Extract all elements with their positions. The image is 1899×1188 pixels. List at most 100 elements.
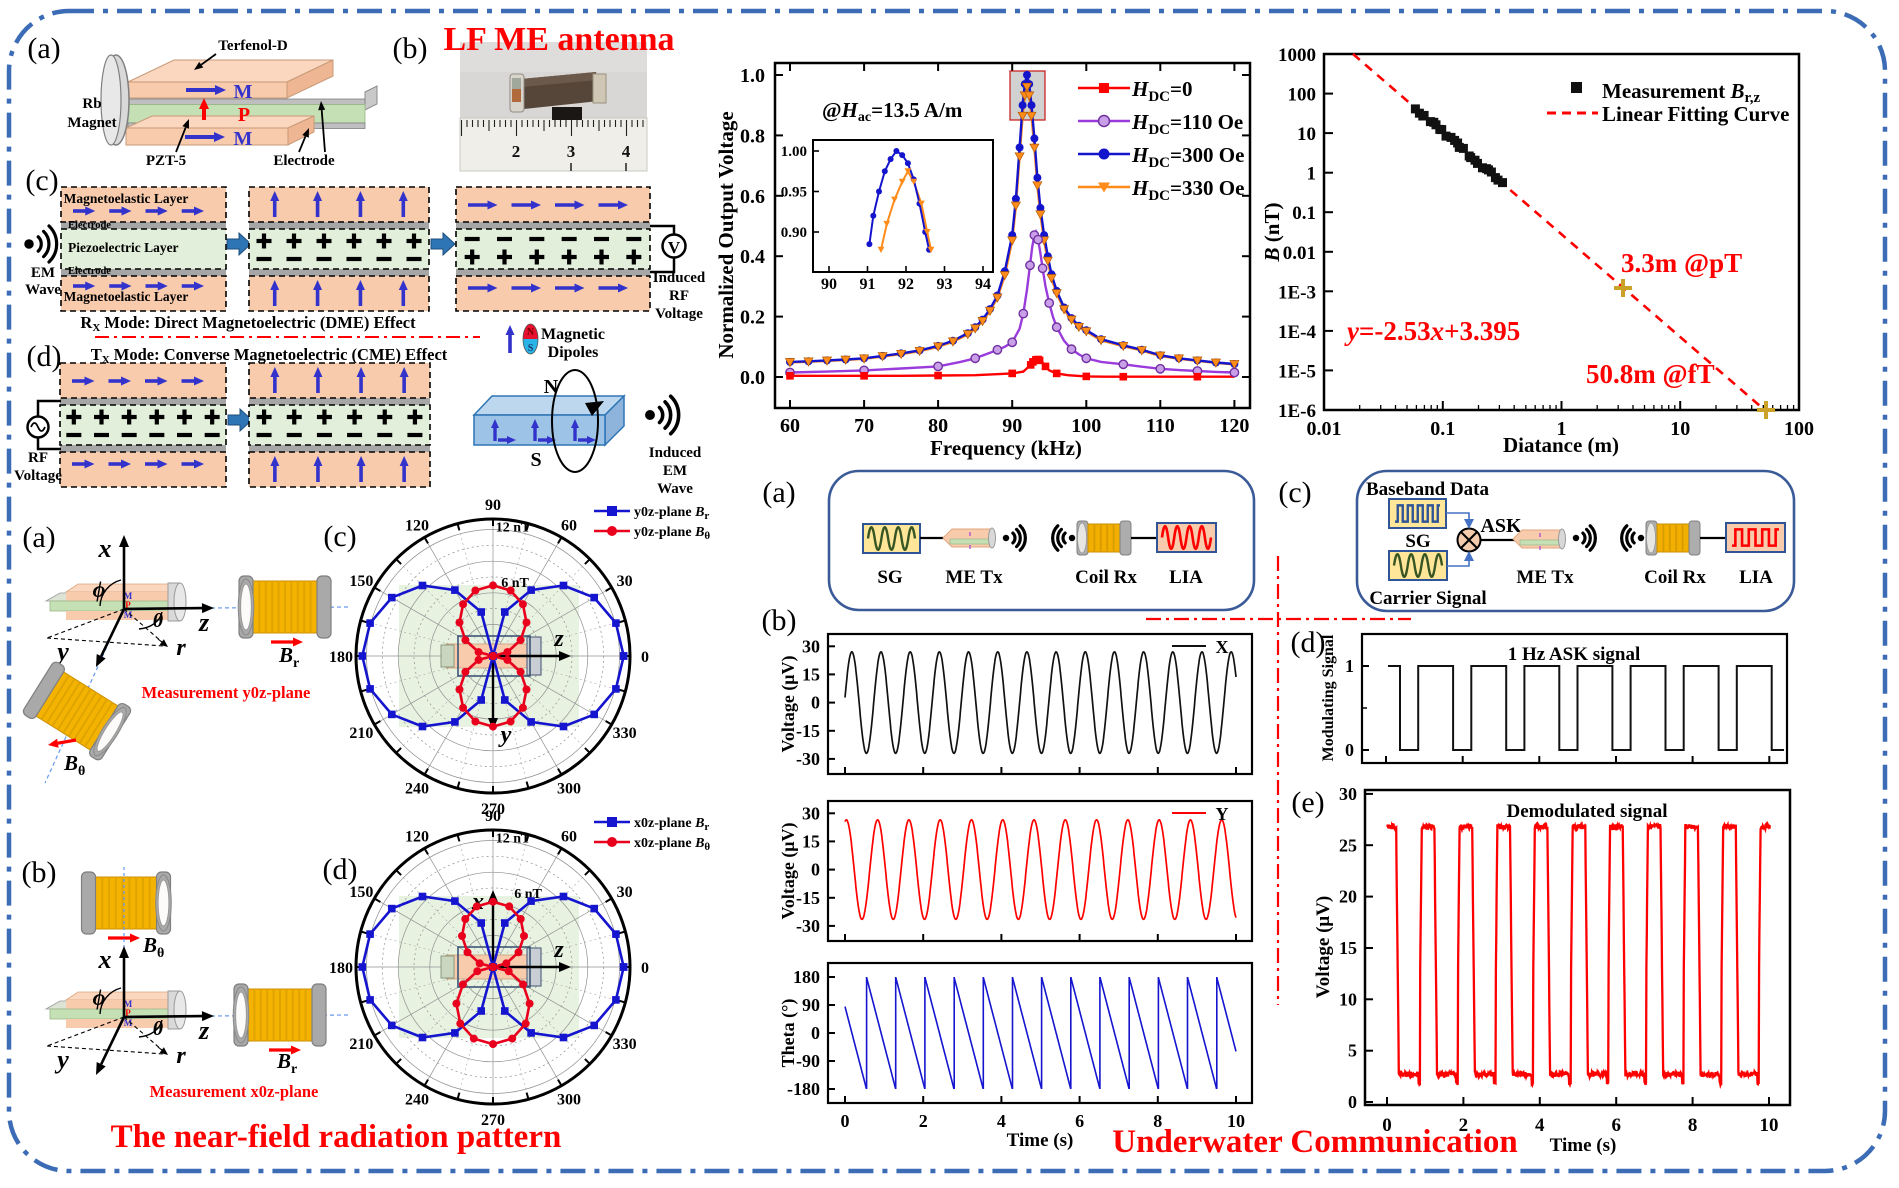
svg-text:Voltage (μV): Voltage (μV)	[778, 655, 799, 752]
svg-text:330: 330	[613, 1036, 637, 1053]
svg-text:0: 0	[641, 960, 649, 977]
svg-text:91: 91	[860, 276, 876, 293]
svg-text:6 nT: 6 nT	[501, 576, 529, 591]
svg-text:Measurement Br,z: Measurement Br,z	[1602, 79, 1761, 106]
svg-text:y: y	[54, 1045, 69, 1074]
svg-text:HDC=330 Oe: HDC=330 Oe	[1131, 176, 1244, 204]
svg-text:30: 30	[1339, 784, 1357, 804]
svg-text:0.95: 0.95	[781, 185, 807, 201]
svg-text:ϕ: ϕ	[93, 577, 106, 602]
svg-text:HDC=110 Oe: HDC=110 Oe	[1131, 110, 1243, 138]
svg-text:12 nT: 12 nT	[496, 521, 531, 536]
svg-text:270: 270	[481, 1112, 505, 1129]
svg-text:10: 10	[1227, 1111, 1245, 1131]
svg-text:M: M	[124, 610, 133, 620]
svg-text:8: 8	[1688, 1115, 1698, 1136]
svg-text:2: 2	[919, 1111, 928, 1131]
svg-text:1E-5: 1E-5	[1278, 361, 1316, 382]
svg-text:(c): (c)	[323, 520, 356, 553]
svg-text:210: 210	[349, 1036, 373, 1053]
svg-text:Magnet: Magnet	[67, 115, 116, 131]
svg-text:Br: Br	[278, 643, 299, 671]
svg-text:(c): (c)	[25, 164, 58, 197]
svg-text:TX Mode: Converse Magnetoelect: TX Mode: Converse Magnetoelectric (CME) …	[91, 345, 448, 366]
svg-text:Time (s): Time (s)	[1550, 1135, 1617, 1156]
svg-text:50.8m @fT: 50.8m @fT	[1586, 359, 1715, 389]
svg-text:Voltage: Voltage	[14, 468, 62, 484]
svg-text:0.2: 0.2	[740, 307, 765, 329]
svg-text:Induced: Induced	[653, 270, 706, 286]
svg-text:1: 1	[1557, 418, 1567, 440]
svg-text:N: N	[544, 376, 559, 398]
svg-text:0: 0	[811, 1023, 820, 1043]
svg-text:4: 4	[997, 1111, 1006, 1131]
svg-text:0.1: 0.1	[1292, 203, 1316, 224]
svg-text:x0z-plane Bθ: x0z-plane Bθ	[634, 836, 710, 853]
svg-text:M: M	[124, 999, 133, 1009]
svg-text:110: 110	[1146, 415, 1175, 437]
svg-text:-15: -15	[796, 721, 820, 741]
svg-text:P: P	[125, 600, 131, 610]
svg-text:Carrier Signal: Carrier Signal	[1369, 588, 1486, 609]
svg-text:(a): (a)	[22, 521, 55, 554]
svg-text:(a): (a)	[27, 32, 60, 65]
svg-text:The near-field radiation patte: The near-field radiation pattern	[111, 1119, 562, 1155]
svg-text:SG: SG	[877, 567, 903, 588]
svg-text:-90: -90	[796, 1051, 820, 1071]
svg-text:x: x	[98, 945, 112, 974]
svg-text:P: P	[125, 1008, 131, 1018]
svg-text:Voltage: Voltage	[655, 306, 703, 322]
svg-text:Dipoles: Dipoles	[548, 344, 599, 361]
svg-text:X: X	[1216, 637, 1229, 657]
svg-text:90: 90	[485, 497, 501, 514]
svg-text:ϕ: ϕ	[93, 985, 106, 1010]
svg-text:0.01: 0.01	[1283, 243, 1316, 264]
svg-text:Terfenol-D: Terfenol-D	[218, 38, 288, 54]
svg-text:Wave: Wave	[657, 481, 693, 497]
svg-text:Modulating Signal: Modulating Signal	[1320, 634, 1337, 761]
svg-text:6: 6	[1075, 1111, 1084, 1131]
svg-text:Frequency (kHz): Frequency (kHz)	[930, 436, 1082, 460]
svg-text:-30: -30	[796, 749, 820, 769]
svg-text:y0z-plane Br: y0z-plane Br	[634, 505, 709, 522]
svg-text:Voltage (μV): Voltage (μV)	[1313, 896, 1334, 998]
svg-text:RF: RF	[28, 450, 48, 466]
svg-text:z: z	[553, 937, 564, 963]
svg-text:120: 120	[1219, 415, 1249, 437]
svg-text:Underwater Communication: Underwater Communication	[1112, 1124, 1517, 1160]
svg-text:(b): (b)	[762, 604, 797, 637]
svg-text:2: 2	[1459, 1115, 1469, 1136]
svg-text:Linear Fitting Curve: Linear Fitting Curve	[1602, 102, 1789, 126]
svg-text:210: 210	[349, 725, 373, 742]
svg-text:ME Tx: ME Tx	[945, 567, 1003, 588]
svg-text:ASK: ASK	[1480, 515, 1522, 537]
svg-text:93: 93	[937, 276, 953, 293]
svg-text:-15: -15	[796, 888, 820, 908]
svg-text:60: 60	[561, 828, 577, 845]
svg-text:θ: θ	[153, 610, 164, 632]
svg-text:100: 100	[1288, 85, 1317, 106]
svg-text:x0z-plane Br: x0z-plane Br	[634, 816, 709, 833]
svg-text:4: 4	[622, 142, 631, 161]
svg-text:0: 0	[811, 860, 820, 880]
svg-text:Measurement x0z-plane: Measurement x0z-plane	[150, 1082, 319, 1101]
svg-text:15: 15	[802, 831, 820, 851]
svg-text:90: 90	[1002, 415, 1022, 437]
svg-text:0: 0	[811, 693, 820, 713]
svg-text:12 nT: 12 nT	[496, 832, 531, 847]
svg-text:270: 270	[481, 801, 505, 818]
svg-text:M: M	[234, 81, 253, 103]
svg-text:z: z	[198, 1016, 210, 1045]
svg-text:3: 3	[567, 142, 576, 161]
svg-text:4: 4	[1535, 1115, 1545, 1136]
svg-text:180: 180	[793, 967, 820, 987]
svg-text:15: 15	[802, 664, 820, 684]
svg-text:(d): (d)	[1291, 626, 1326, 659]
svg-text:LIA: LIA	[1169, 567, 1203, 588]
svg-text:M: M	[124, 591, 133, 601]
svg-text:10: 10	[1670, 418, 1690, 440]
svg-text:0.90: 0.90	[781, 225, 807, 241]
svg-text:240: 240	[405, 1092, 429, 1109]
svg-text:0.6: 0.6	[740, 186, 765, 208]
svg-text:Piezoelectric Layer: Piezoelectric Layer	[68, 240, 179, 255]
